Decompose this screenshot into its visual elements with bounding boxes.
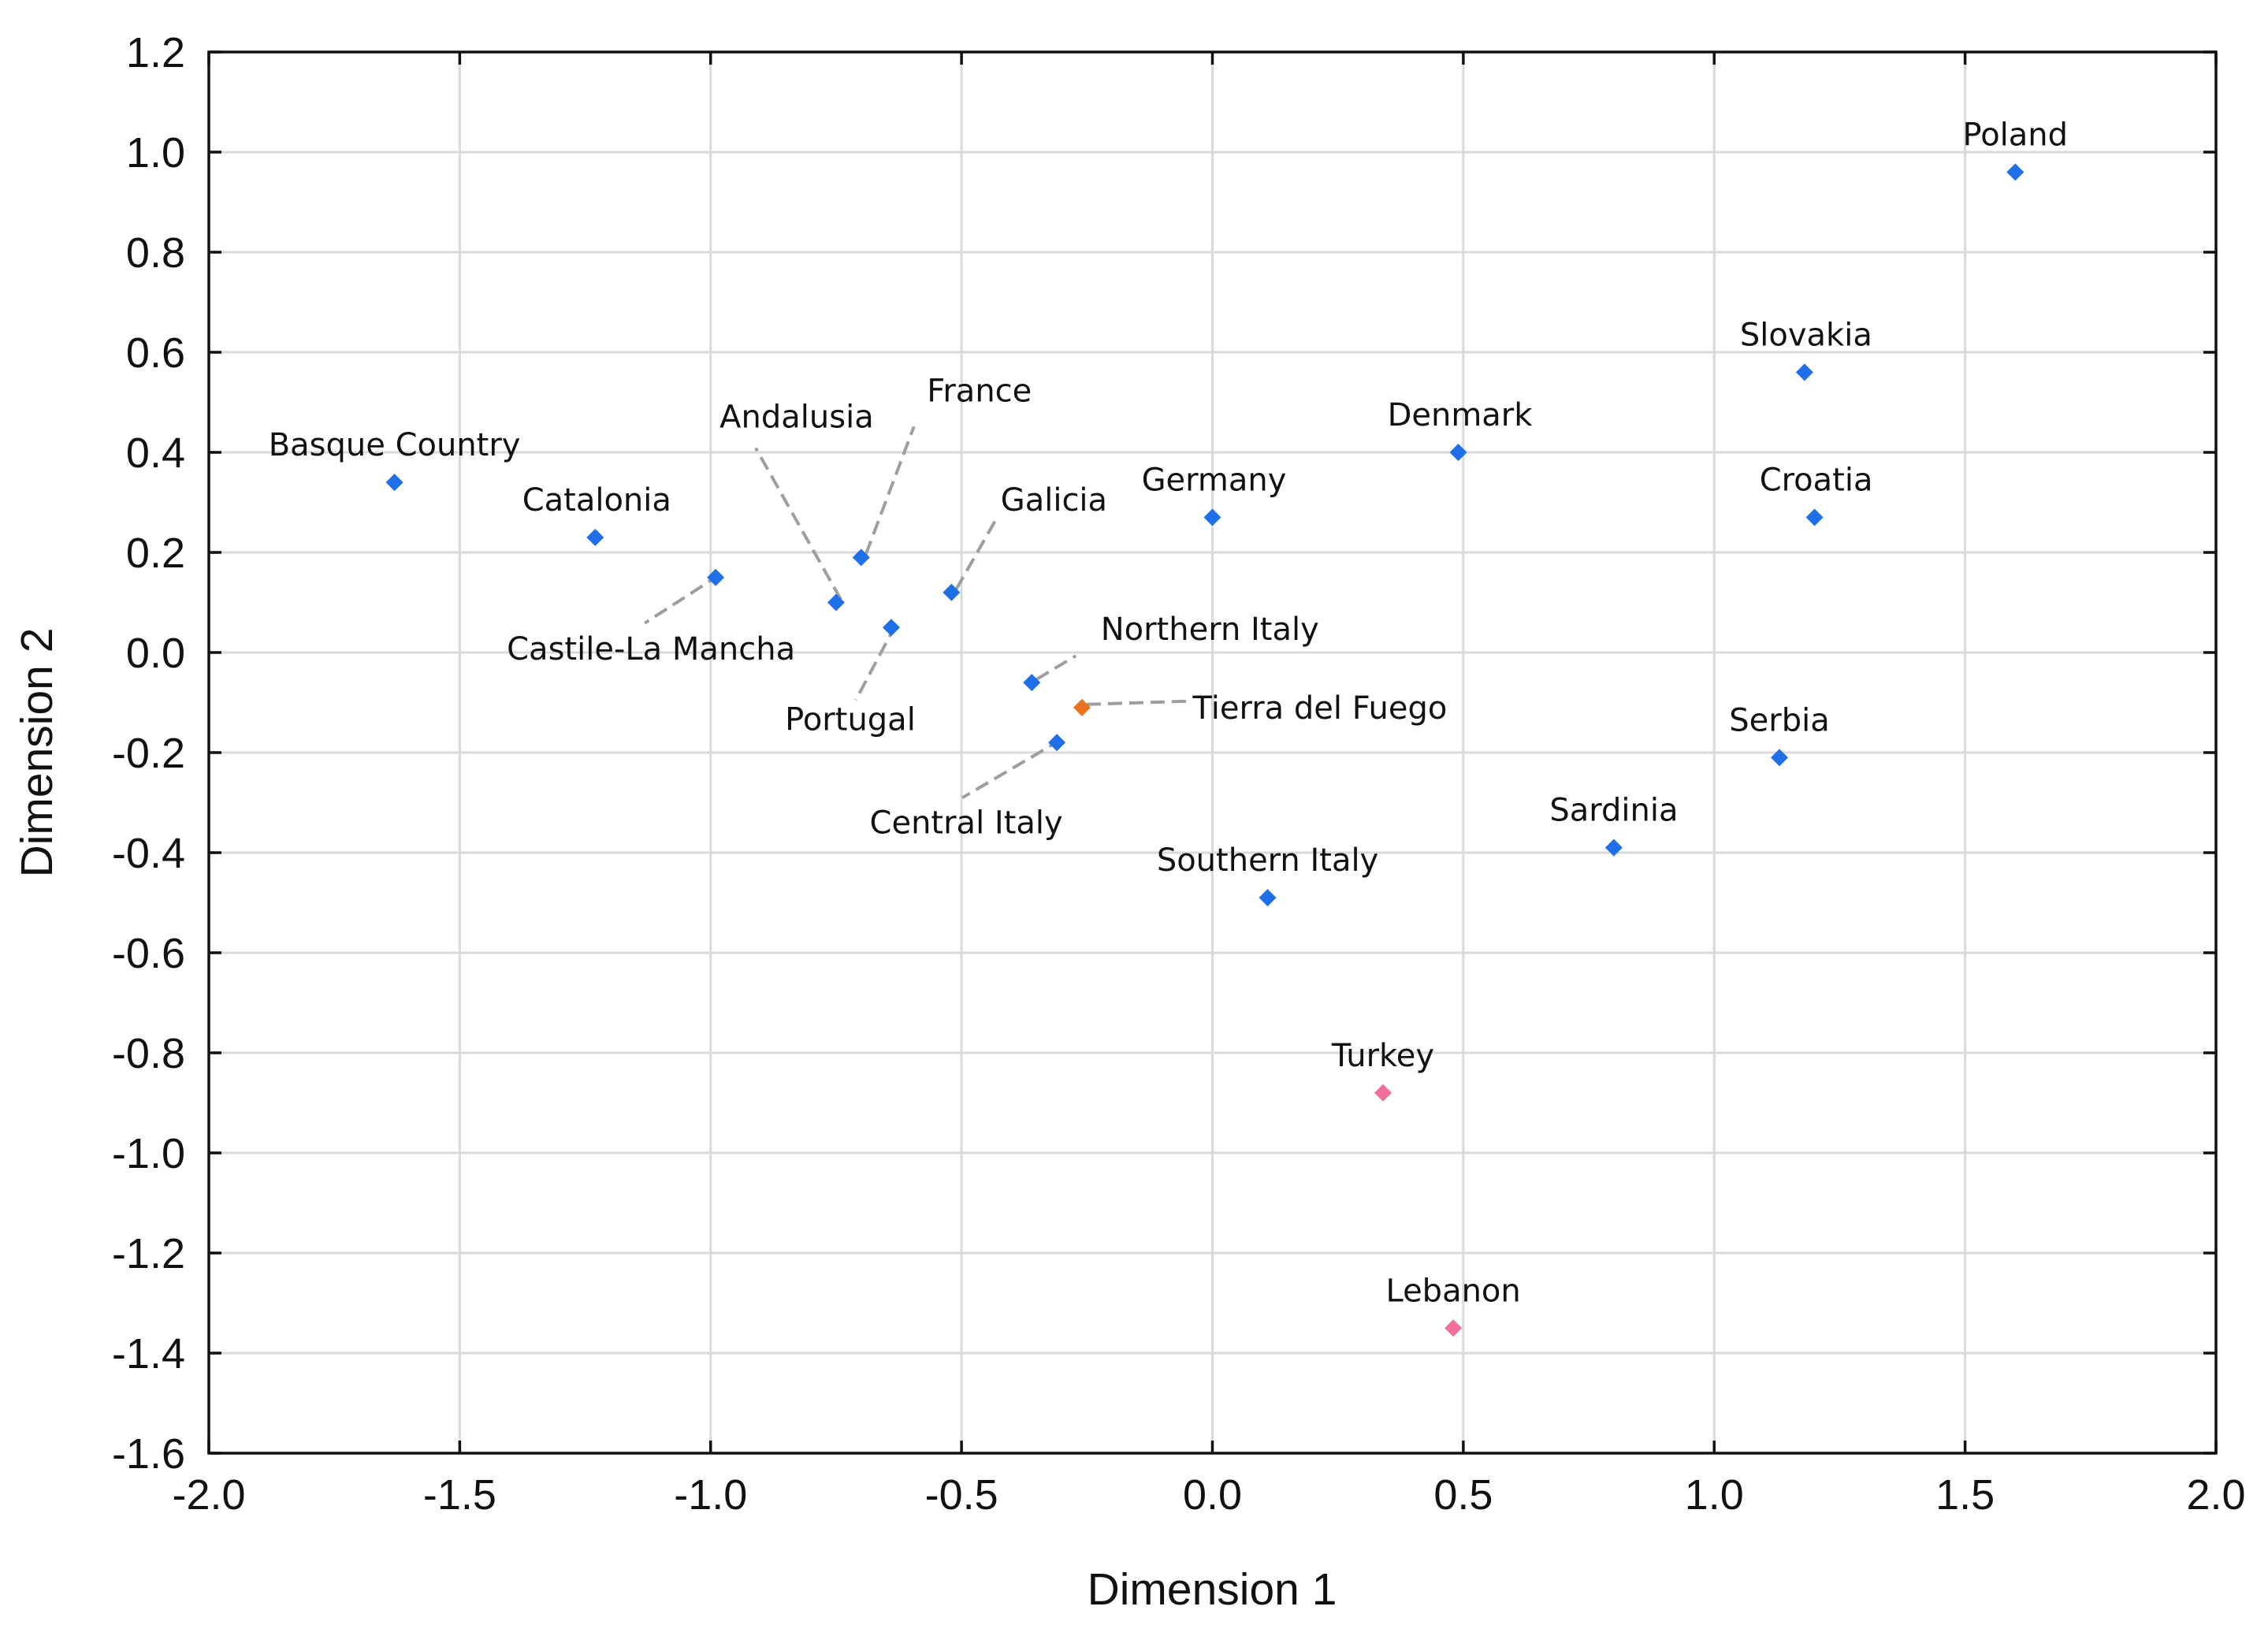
y-tick-label-0-0: 0.0: [126, 630, 185, 677]
point-slovakia: [1795, 363, 1813, 381]
point-croatia: [1805, 508, 1824, 526]
y-tick-label-0-6: 0.6: [126, 329, 185, 377]
leader-line-andalusia: [754, 447, 842, 600]
point-lebanon: [1444, 1319, 1463, 1337]
point-label-slovakia: Slovakia: [1740, 317, 1872, 353]
leader-line-france: [864, 426, 916, 556]
point-catalonia: [586, 528, 604, 546]
x-tick-label-minus-1-0: -1.0: [674, 1471, 747, 1519]
leader-line-layer: [644, 426, 1187, 800]
leader-line-northern-italy: [1035, 654, 1077, 681]
point-portugal: [882, 619, 900, 637]
point-label-germany: Germany: [1142, 463, 1287, 499]
x-tick-label-minus-1-5: -1.5: [423, 1471, 496, 1519]
y-tick-label-minus-1-6: -1.6: [112, 1430, 185, 1478]
leader-line-central-italy: [961, 738, 1063, 800]
point-poland: [2006, 163, 2024, 181]
leader-line-tierra-del-fuego: [1086, 699, 1187, 706]
point-label-northern-italy: Northern Italy: [1101, 612, 1319, 648]
x-tick-label-0-5: 0.5: [1433, 1471, 1493, 1519]
point-label-galicia: Galicia: [1001, 482, 1107, 519]
y-tick-label-minus-0-6: -0.6: [112, 930, 185, 977]
point-castile-la-mancha: [707, 568, 725, 586]
y-tick-label-minus-0-4: -0.4: [112, 830, 185, 877]
y-tick-label-minus-0-8: -0.8: [112, 1030, 185, 1077]
y-tick-label-1-2: 1.2: [126, 29, 185, 76]
x-tick-label-minus-2-0: -2.0: [172, 1471, 245, 1519]
y-tick-label-0-4: 0.4: [126, 429, 185, 477]
x-axis-title: Dimension 1: [1088, 1564, 1337, 1615]
x-tick-label-minus-0-5: -0.5: [925, 1471, 998, 1519]
leader-line-castile-la-mancha: [644, 573, 722, 625]
point-andalusia: [827, 593, 845, 612]
point-label-sardinia: Sardinia: [1549, 793, 1678, 829]
y-axis-title: Dimension 2: [12, 628, 62, 878]
y-tick-label-minus-1-4: -1.4: [112, 1330, 185, 1378]
leader-line-galicia: [954, 520, 997, 590]
y-tick-label-minus-0-2: -0.2: [112, 730, 185, 777]
point-france: [852, 548, 870, 567]
point-label-basque-country: Basque Country: [269, 427, 521, 463]
point-layer: [385, 163, 2024, 1337]
point-southern-italy: [1259, 889, 1277, 907]
point-label-turkey: Turkey: [1331, 1038, 1434, 1074]
y-tick-label-0-2: 0.2: [126, 530, 185, 577]
point-sardinia: [1604, 838, 1623, 857]
point-denmark: [1449, 444, 1467, 461]
tick-layer: -2.0 -1.5 -1.0 -0.5 0.0 0.5 1.0 1.5 2.0 1.2 1.0 0.8…: [112, 29, 2246, 1519]
point-label-portugal: Portugal: [785, 701, 916, 738]
point-label-catalonia: Catalonia: [522, 482, 671, 519]
y-tick-label-1-0: 1.0: [126, 129, 185, 177]
x-tick-label-1-0: 1.0: [1685, 1471, 1744, 1519]
point-central-italy: [1048, 734, 1066, 752]
point-label-tierra-del-fuego: Tierra del Fuego: [1192, 690, 1448, 727]
point-label-france: France: [927, 373, 1032, 409]
point-label-croatia: Croatia: [1760, 463, 1873, 499]
x-tick-label-1-5: 1.5: [1935, 1471, 1995, 1519]
point-label-serbia: Serbia: [1729, 702, 1829, 738]
point-label-southern-italy: Southern Italy: [1157, 842, 1378, 879]
grid-layer: [209, 52, 2216, 1453]
point-germany: [1203, 508, 1221, 526]
point-label-andalusia: Andalusia: [719, 400, 874, 436]
point-label-central-italy: Central Italy: [870, 805, 1063, 841]
y-tick-label-0-8: 0.8: [126, 229, 185, 277]
point-tierra-del-fuego: [1073, 698, 1091, 716]
y-tick-label-minus-1-2: -1.2: [112, 1230, 185, 1277]
point-label-lebanon: Lebanon: [1385, 1273, 1520, 1309]
point-serbia: [1771, 749, 1789, 767]
point-label-castile-la-mancha: Castile-La Mancha: [507, 631, 795, 667]
point-label-poland: Poland: [1963, 117, 2069, 153]
y-tick-label-minus-1-0: -1.0: [112, 1130, 185, 1177]
point-basque-country: [385, 474, 403, 492]
x-tick-label-2-0: 2.0: [2186, 1471, 2245, 1519]
point-label-denmark: Denmark: [1388, 397, 1534, 433]
point-galicia: [943, 583, 961, 601]
leader-line-portugal: [854, 623, 898, 701]
point-turkey: [1374, 1084, 1392, 1102]
point-northern-italy: [1023, 674, 1041, 692]
point-label-layer: Poland Slovakia Denmark Croatia Germany Basqu…: [269, 117, 2068, 1309]
x-tick-label-0-0: 0.0: [1183, 1471, 1242, 1519]
